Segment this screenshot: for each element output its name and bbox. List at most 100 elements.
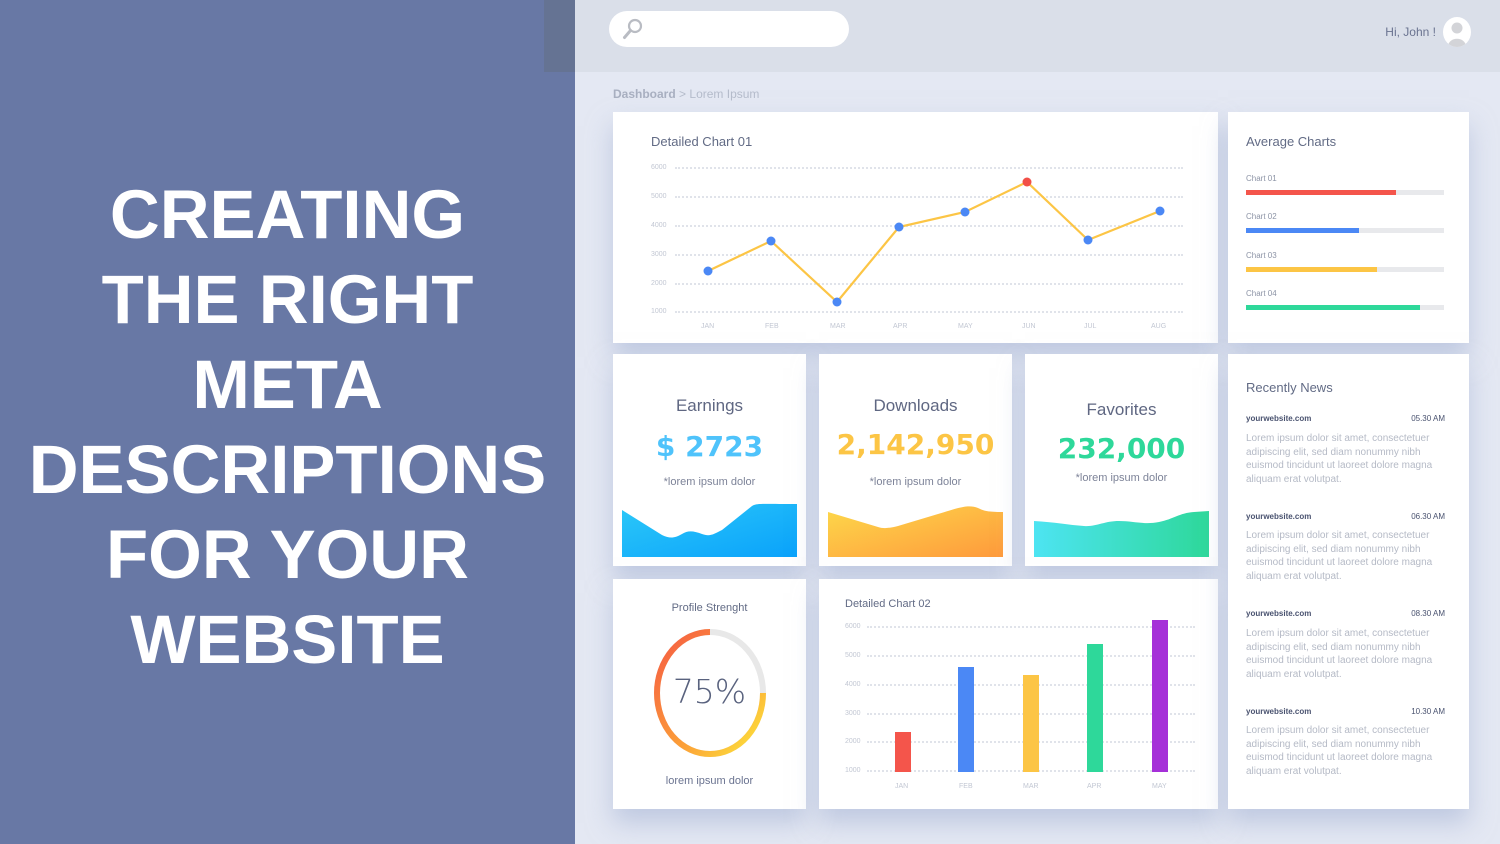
bar-mar	[1023, 675, 1039, 772]
detailed-chart-01-card: Detailed Chart 01 6000 5000 4000 3000 20…	[613, 112, 1218, 343]
y-tick: 3000	[651, 251, 667, 258]
bar-may	[1152, 620, 1168, 772]
bar-jan	[895, 732, 911, 772]
user-avatar-icon[interactable]	[1443, 17, 1471, 47]
avg-chart-label: Chart 03	[1246, 251, 1277, 260]
gridline	[867, 626, 1195, 628]
x-tick: FEB	[765, 323, 779, 330]
stat-label: Downloads	[873, 396, 958, 415]
news-time: 05.30 AM	[1411, 414, 1445, 423]
news-time: 06.30 AM	[1411, 512, 1445, 521]
card-title: Detailed Chart 01	[651, 134, 753, 149]
profile-donut-chart	[654, 629, 766, 757]
x-tick: APR	[1087, 783, 1102, 790]
x-tick: JAN	[895, 783, 909, 790]
stat-label: Favorites	[1086, 400, 1157, 419]
card-title: Average Charts	[1246, 134, 1337, 149]
avg-chart-bar	[1246, 228, 1444, 233]
earnings-wave-chart	[622, 503, 797, 557]
x-tick: AUG	[1151, 323, 1167, 330]
data-point	[1155, 206, 1165, 216]
stat-sub: *lorem ipsum dolor	[1075, 472, 1168, 484]
y-tick: 4000	[651, 222, 667, 229]
stat-value: 2,142,950	[836, 428, 995, 461]
favorites-card: Favorites 232,000 *lorem ipsum dolor	[1025, 354, 1218, 566]
news-source-link[interactable]: yourwebsite.com	[1246, 707, 1312, 716]
search-input[interactable]	[609, 11, 849, 47]
favorites-wave-chart	[1034, 511, 1209, 557]
y-tick: 6000	[845, 623, 861, 630]
promo-title-line: META	[192, 346, 383, 423]
avg-chart-bar	[1246, 190, 1444, 195]
data-point	[960, 207, 970, 217]
gridline	[867, 655, 1195, 657]
data-point	[1083, 235, 1093, 245]
news-body: Lorem ipsum dolor sit amet, consectetuer…	[1246, 433, 1433, 485]
stat-value: $ 2723	[655, 430, 764, 463]
promo-title-line: CREATING	[109, 176, 466, 253]
card-title: Recently News	[1246, 380, 1333, 395]
avg-chart-label: Chart 04	[1246, 289, 1277, 298]
news-body: Lorem ipsum dolor sit amet, consectetuer…	[1246, 530, 1433, 582]
top-bar: Hi, John !	[575, 0, 1500, 72]
news-body: Lorem ipsum dolor sit amet, consectetuer…	[1246, 628, 1433, 680]
y-tick: 2000	[845, 738, 861, 745]
news-source-link[interactable]: yourwebsite.com	[1246, 609, 1312, 618]
gridline	[675, 225, 1183, 227]
gridline	[675, 254, 1183, 256]
gridline	[675, 283, 1183, 285]
profile-percent: 75%	[672, 672, 747, 711]
search-icon	[623, 18, 643, 39]
y-tick: 5000	[845, 652, 861, 659]
news-source-link[interactable]: yourwebsite.com	[1246, 512, 1312, 521]
y-tick: 2000	[651, 280, 667, 287]
promo-title: CREATING THE RIGHT META DESCRIPTIONS FOR…	[0, 172, 575, 682]
breadcrumb: Dashboard > Lorem Ipsum	[613, 87, 759, 101]
promo-title-line: DESCRIPTIONS	[28, 431, 547, 508]
y-tick: 5000	[651, 193, 667, 200]
news-body: Lorem ipsum dolor sit amet, consectetuer…	[1246, 725, 1433, 777]
bar-apr	[1087, 644, 1103, 772]
x-tick: JUL	[1084, 323, 1097, 330]
data-point-highlight	[1022, 177, 1032, 187]
profile-sub: lorem ipsum dolor	[665, 775, 754, 787]
stat-sub: *lorem ipsum dolor	[869, 476, 962, 488]
x-tick: MAR	[830, 323, 846, 330]
y-tick: 3000	[845, 710, 861, 717]
news-time: 10.30 AM	[1411, 707, 1445, 716]
downloads-card: Downloads 2,142,950 *lorem ipsum dolor	[819, 354, 1012, 566]
earnings-card: Earnings $ 2723 *lorem ipsum dolor	[613, 354, 806, 566]
y-tick: 4000	[845, 681, 861, 688]
profile-strength-card: Profile Strenght 75% lorem ipsum dolor	[613, 579, 806, 809]
user-greeting: Hi, John !	[1385, 25, 1436, 39]
dashboard: Hi, John ! Dashboard > Lorem Ipsum Detai…	[575, 0, 1500, 844]
news-time: 08.30 AM	[1411, 609, 1445, 618]
x-tick: JUN	[1022, 323, 1036, 330]
data-point	[832, 297, 842, 307]
gridline	[675, 311, 1183, 313]
y-tick: 1000	[651, 308, 667, 315]
gridline	[675, 196, 1183, 198]
gridline	[675, 167, 1183, 169]
recent-news-card: Recently News yourwebsite.com 05.30 AM L…	[1228, 354, 1469, 809]
y-tick: 1000	[845, 767, 861, 774]
card-title: Profile Strenght	[671, 602, 748, 614]
average-charts-card: Average Charts Chart 01 Chart 02 Chart 0…	[1228, 112, 1469, 343]
promo-title-line: FOR YOUR	[106, 516, 469, 593]
avg-chart-bar	[1246, 305, 1444, 310]
promo-panel: CREATING THE RIGHT META DESCRIPTIONS FOR…	[0, 0, 575, 844]
breadcrumb-current: Lorem Ipsum	[689, 87, 760, 101]
downloads-wave-chart	[828, 506, 1003, 557]
y-tick: 6000	[651, 164, 667, 171]
breadcrumb-root[interactable]: Dashboard	[613, 87, 676, 101]
card-title: Detailed Chart 02	[845, 598, 931, 610]
breadcrumb-separator: >	[679, 87, 687, 101]
avg-chart-label: Chart 02	[1246, 212, 1277, 221]
x-tick: MAR	[1023, 783, 1039, 790]
news-source-link[interactable]: yourwebsite.com	[1246, 414, 1312, 423]
sidebar-top-strip	[544, 0, 575, 72]
stat-sub: *lorem ipsum dolor	[663, 476, 756, 488]
stat-value: 232,000	[1057, 432, 1186, 465]
data-point	[703, 266, 713, 276]
avg-chart-bar	[1246, 267, 1444, 272]
